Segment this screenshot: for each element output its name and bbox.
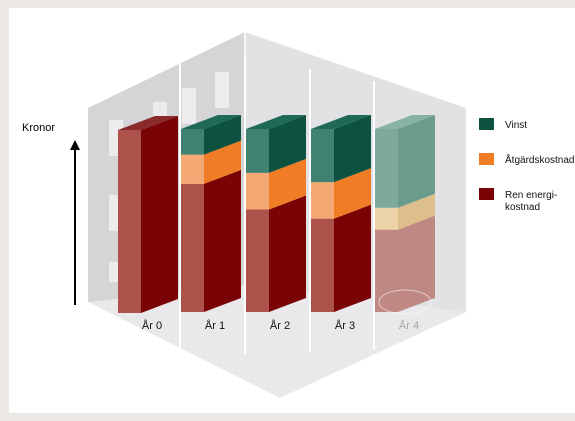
x-tick-label: År 0 bbox=[142, 319, 162, 332]
bar-profit-side-1 bbox=[204, 115, 241, 155]
bars-layer bbox=[118, 115, 435, 315]
legend: Vinst Åtgärdskostnad Ren energi-kostnad bbox=[479, 118, 575, 213]
bar-measure-front-2 bbox=[246, 172, 269, 210]
bar-top-1 bbox=[181, 115, 241, 129]
bar-top-3 bbox=[311, 115, 371, 129]
bar-energy-side-3 bbox=[334, 204, 371, 312]
y-axis: Kronor bbox=[22, 122, 80, 305]
bar-measure-side-2 bbox=[269, 158, 306, 210]
x-tick-label: År 2 bbox=[270, 319, 290, 332]
bar-profit-front-2 bbox=[246, 129, 269, 173]
bar-profit-front-1 bbox=[181, 129, 204, 155]
bar-energy-front-0 bbox=[118, 130, 141, 313]
y-axis-label: Kronor bbox=[22, 122, 55, 134]
bar-energy-side-2 bbox=[269, 195, 306, 312]
bar-top-0 bbox=[118, 116, 178, 130]
legend-label-profit: Vinst bbox=[505, 120, 527, 131]
bar-energy-front-3 bbox=[311, 218, 334, 312]
x-tick-label: År 3 bbox=[335, 319, 355, 332]
legend-swatch-measure bbox=[479, 153, 494, 165]
legend-label-energy: kostnad bbox=[505, 202, 540, 213]
bar-top-4 bbox=[375, 115, 435, 129]
legend-label-energy: Ren energi- bbox=[505, 190, 557, 201]
bar-measure-front-4 bbox=[375, 207, 398, 230]
y-axis-arrowhead bbox=[70, 140, 80, 150]
bar-energy-front-4 bbox=[375, 229, 398, 312]
bar-energy-front-2 bbox=[246, 209, 269, 312]
separators-layer bbox=[179, 45, 375, 356]
bar-profit-side-3 bbox=[334, 115, 371, 183]
x-tick-labels: År 0 År 1 År 2 År 3 År 4 bbox=[142, 319, 419, 332]
floor bbox=[88, 285, 466, 398]
legend-label-measure: Åtgärdskostnad bbox=[505, 153, 575, 166]
bar-profit-side-4 bbox=[398, 115, 435, 208]
bar-profit-front-3 bbox=[311, 129, 334, 183]
bar-top-2 bbox=[246, 115, 306, 129]
bar-energy-front-1 bbox=[181, 183, 204, 312]
bar-profit-side-2 bbox=[269, 115, 306, 173]
bar-energy-side-1 bbox=[204, 169, 241, 312]
bar-energy-side-0 bbox=[141, 116, 178, 313]
bar-profit-front-4 bbox=[375, 129, 398, 208]
legend-swatch-energy bbox=[479, 188, 494, 200]
bar-measure-side-3 bbox=[334, 168, 371, 219]
bar-reflection-4 bbox=[378, 289, 432, 315]
bar-energy-side-4 bbox=[398, 215, 435, 312]
bar-measure-side-4 bbox=[398, 193, 435, 230]
x-tick-label: År 4 bbox=[399, 319, 419, 332]
legend-swatch-profit bbox=[479, 118, 494, 130]
bar-measure-front-1 bbox=[181, 154, 204, 184]
bar-measure-side-1 bbox=[204, 140, 241, 184]
bar-measure-front-3 bbox=[311, 182, 334, 219]
x-tick-label: År 1 bbox=[205, 319, 225, 332]
